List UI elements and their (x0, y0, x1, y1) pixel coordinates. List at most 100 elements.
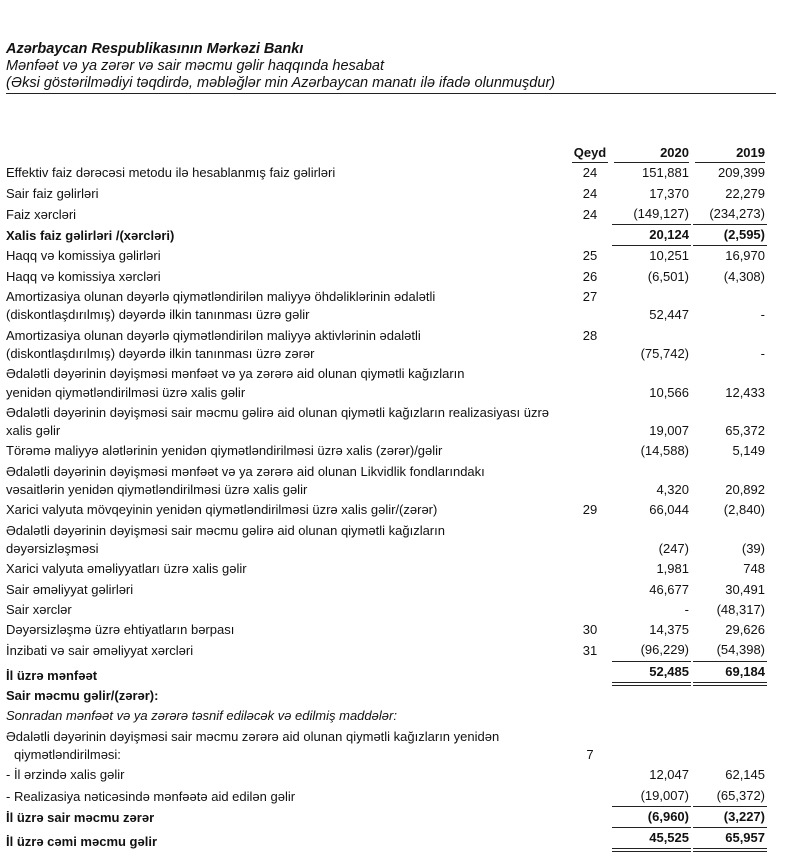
note-ref (570, 462, 610, 501)
value-2020: 151,881 (642, 165, 689, 181)
note-ref: 7 (586, 746, 594, 762)
row-label-line: qiymətləndirilməsi: (14, 746, 121, 762)
note-ref (570, 786, 610, 807)
row-label: Haqq və komissiya xərcləri (4, 267, 570, 287)
value-2019: (54,398) (693, 640, 767, 662)
table-row: İnzibati və sair əməliyyat xərcləri 31 (96… (4, 640, 767, 662)
table-row: Xarici valyuta əməliyyatları üzrə xalis … (4, 559, 767, 579)
row-label: Faiz xərcləri (4, 204, 570, 225)
row-label-line: yenidən qiymətləndirilməsi üzrə xalis gə… (6, 384, 246, 400)
row-label: Törəmə maliyyə alətlərinin yenidən qiymə… (4, 441, 570, 461)
row-label-line: - Realizasiya nəticəsində mənfəətə aid e… (6, 788, 296, 804)
value-2020: (75,742) (640, 345, 689, 361)
value-2020: (247) (658, 540, 689, 556)
row-label-line: Haqq və komissiya gəlirləri (6, 248, 161, 264)
value-2020: 10,251 (649, 248, 689, 264)
value-2020: 4,320 (656, 482, 689, 498)
row-label-line: Xarici valyuta əməliyyatları üzrə xalis … (6, 561, 247, 577)
table-row: Haqq və komissiya xərcləri 26 (6,501) (4,30… (4, 267, 767, 287)
table-row: Haqq və komissiya gəlirləri 25 10,251 16,97… (4, 246, 767, 266)
value-2019: (2,595) (693, 225, 767, 247)
note-ref: 30 (582, 622, 598, 638)
row-label-line: Amortizasiya olunan dəyərlə qiymətləndir… (6, 289, 436, 305)
note-ref (570, 580, 610, 600)
table-row: Ədalətli dəyərinin dəyişməsi sair məcmu … (4, 403, 767, 442)
row-label-line: Ədalətli dəyərinin dəyişməsi mənfəət və … (6, 366, 465, 382)
row-label: Amortizasiya olunan dəyərlə qiymətləndir… (4, 287, 570, 326)
note-ref (570, 403, 610, 442)
note-ref (570, 662, 610, 686)
row-label-line: Törəmə maliyyə alətlərinin yenidən qiymə… (6, 443, 443, 459)
note-ref: 24 (582, 206, 598, 222)
row-label-line: İl üzrə sair məcmu zərər (6, 809, 155, 825)
row-label: Sair məcmu gəlir/(zərər): (4, 686, 570, 706)
value-2020: 14,375 (649, 622, 689, 638)
table-header-row: Qeyd 2020 2019 (4, 143, 767, 164)
table-row: Sonradan mənfəət və ya zərərə təsnif edi… (4, 706, 767, 726)
value-2019: - (760, 307, 765, 323)
value-2020 (612, 686, 691, 706)
row-label-line: dəyərsizləşməsi (6, 540, 99, 556)
row-label-line: İl üzrə mənfəət (6, 667, 98, 683)
row-label: Ədalətli dəyərinin dəyişməsi mənfəət və … (4, 462, 570, 501)
note-ref (570, 765, 610, 785)
row-label-line: Dəyərsizləşmə üzrə ehtiyatların bərpası (6, 622, 235, 638)
row-label: Effektiv faiz dərəcəsi metodu ilə hesabl… (4, 163, 570, 183)
row-label: Xarici valyuta əməliyyatları üzrə xalis … (4, 559, 570, 579)
row-label-line: Xarici valyuta mövqeyinin yenidən qiymət… (6, 502, 438, 518)
value-2020: 17,370 (649, 185, 689, 201)
row-label: Sair əməliyyat gəlirləri (4, 580, 570, 600)
year-2020-header: 2020 (612, 143, 691, 164)
row-label: - Realizasiya nəticəsində mənfəətə aid e… (4, 786, 570, 807)
note-ref (570, 600, 610, 620)
value-2019: (39) (741, 540, 765, 556)
row-label: Ədalətli dəyərinin dəyişməsi mənfəət və … (4, 364, 570, 403)
value-2020: 10,566 (649, 384, 689, 400)
value-2020: 66,044 (649, 502, 689, 518)
note-ref (570, 559, 610, 579)
note-ref (570, 828, 610, 852)
value-2019: 65,372 (725, 423, 765, 439)
row-label: Ədalətli dəyərinin dəyişməsi sair məcmu … (4, 727, 570, 766)
row-label: Xalis faiz gəlirləri /(xərcləri) (4, 225, 570, 246)
value-2020: (14,588) (640, 443, 689, 459)
row-label: Amortizasiya olunan dəyərlə qiymətləndir… (4, 326, 570, 365)
table-row: Ədalətli dəyərinin dəyişməsi sair məcmu … (4, 727, 767, 766)
value-2019: 5,149 (732, 443, 765, 459)
value-2020: (6,501) (647, 268, 689, 284)
table-row: İl üzrə cəmi məcmu gəlir 45,525 65,957 (4, 828, 767, 853)
note-ref (570, 441, 610, 461)
table-row: İl üzrə sair məcmu zərər (6,960) (3,227) (4, 807, 767, 829)
value-2020: (6,960) (612, 807, 691, 829)
statement-header: Azərbaycan Respublikasının Mərkəzi Bankı… (6, 41, 776, 94)
row-label-line: (diskontlaşdırılmış) dəyərdə ilkin tanın… (6, 345, 315, 361)
table-row: Törəmə maliyyə alətlərinin yenidən qiymə… (4, 441, 767, 461)
statement-basis: (Əksi göstərilmədiyi təqdirdə, məbləğlər… (6, 75, 776, 94)
value-2019: (48,317) (716, 601, 765, 617)
table-row: Amortizasiya olunan dəyərlə qiymətləndir… (4, 326, 767, 365)
value-2019: 65,957 (693, 828, 767, 853)
table-row: Ədalətli dəyərinin dəyişməsi mənfəət və … (4, 364, 767, 403)
value-2019: 69,184 (693, 662, 767, 687)
table-row: Effektiv faiz dərəcəsi metodu ilə hesabl… (4, 163, 767, 183)
row-label-line: Ədalətli dəyərinin dəyişməsi sair məcmu … (6, 728, 500, 744)
row-label-line: Amortizasiya olunan dəyərlə qiymətləndir… (6, 327, 421, 343)
note-header: Qeyd (570, 143, 610, 164)
table-row: - İl ərzində xalis gəlir 12,047 62,145 (4, 765, 767, 785)
row-label-line: Faiz xərcləri (6, 206, 77, 222)
value-2019: 12,433 (725, 384, 765, 400)
table-row: - Realizasiya nəticəsində mənfəətə aid e… (4, 786, 767, 807)
value-2019: 748 (743, 561, 765, 577)
value-2020: 52,447 (649, 307, 689, 323)
value-2019 (693, 706, 767, 726)
table-row: Xalis faiz gəlirləri /(xərcləri) 20,124 (2… (4, 225, 767, 247)
note-ref: 28 (582, 327, 598, 343)
value-2019: 20,892 (725, 482, 765, 498)
note-ref: 24 (582, 185, 598, 201)
value-2019: (65,372) (693, 786, 767, 807)
note-ref: 26 (582, 268, 598, 284)
table-row: Faiz xərcləri 24 (149,127) (234,273) (4, 204, 767, 226)
row-label-line: Xalis faiz gəlirləri /(xərcləri) (6, 228, 175, 244)
row-label-line: Haqq və komissiya xərcləri (6, 268, 161, 284)
note-ref (570, 807, 610, 828)
